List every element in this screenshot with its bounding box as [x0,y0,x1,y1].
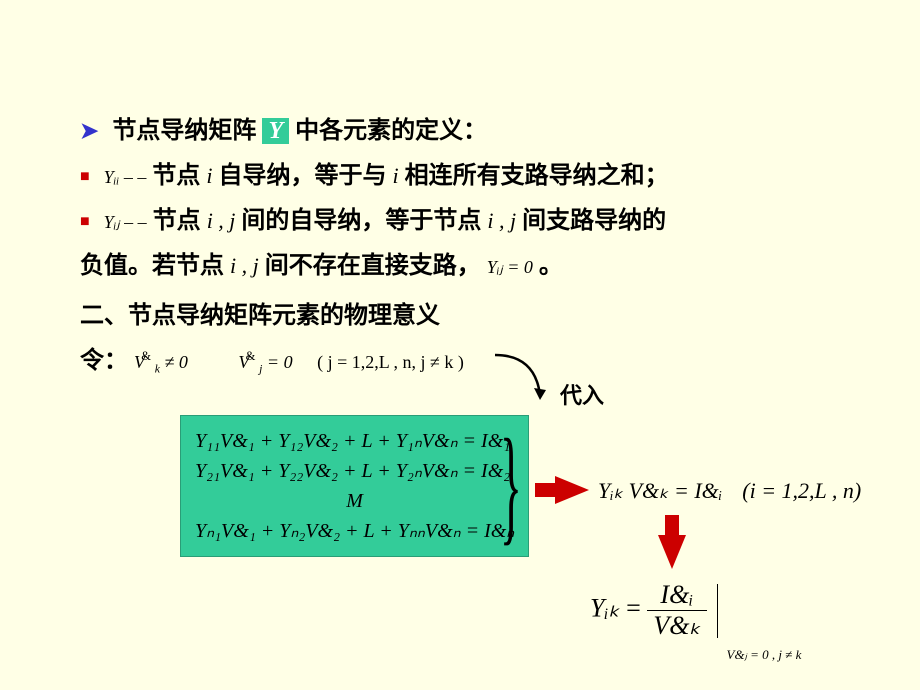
line-4: 负值。若节点 i , j 间不存在直接支路， Yᵢⱼ = 0 。 [80,245,563,280]
Y-highlight-box: Y [262,118,289,144]
insert-text: 代入 [560,383,604,408]
line-2: ■ Yᵢᵢ – – 节点 i 自导纳，等于与 i 相连所有支路导纳之和； [80,155,669,190]
frac-num: I&ᵢ [647,580,706,611]
line2-expr: Yᵢᵢ – – [104,167,147,187]
let-label: 令： [80,348,128,374]
let-e1: V&k ≠ 0 [134,352,192,372]
result-2: Yᵢₖ = I&ᵢ V&ₖ V&ⱼ = 0 , j ≠ k [590,580,799,641]
brace-icon: } [500,410,522,560]
result2-cond: V&ⱼ = 0 , j ≠ k [727,647,802,662]
heading-2: 二、节点导纳矩阵元素的物理意义 [80,295,440,330]
line2-i1: i [206,163,212,188]
result2-fraction: I&ᵢ V&ₖ [647,580,706,641]
down-arrow-stem [665,515,679,537]
line3-ij1: i , j [207,208,236,233]
line3-t2: 间的自导纳，等于节点 [241,208,487,234]
result-1: Yᵢₖ V&ₖ = I&ᵢ (i = 1,2,L , n) [598,478,861,505]
line-3: ■ Yᵢⱼ – – 节点 i , j 间的自导纳，等于节点 i , j 间支路导… [80,200,666,235]
eq-row-4: Yₙ₁V&₁ + Yₙ₂V&₂ + L + YₙₙV&ₙ = I&ₙ [195,516,514,546]
equation-system-box: Y₁₁V&₁ + Y₁₂V&₂ + L + Y₁ₙV&ₙ = I&₁ Y₂₁V&… [180,415,529,557]
slide: ➤ 节点导纳矩阵 Y 中各元素的定义： ■ Yᵢᵢ – – 节点 i 自导纳，等… [0,0,920,690]
right-arrow-icon [555,476,589,504]
result1-range: (i = 1,2,L , n) [742,478,861,503]
line3-t1: 节点 [153,208,207,234]
result1-lhs: Yᵢₖ V&ₖ = I&ᵢ [598,478,722,503]
line2-i2: i [393,163,399,188]
curve-arrow-icon [490,350,570,410]
line2-t2: 自导纳，等于与 [219,163,393,189]
eval-bar-icon [717,584,718,638]
let-e2: V&j = 0 [238,352,297,372]
eq-row-2: Y₂₁V&₁ + Y₂₂V&₂ + L + Y₂ₙV&ₙ = I&₂ [195,456,514,486]
heading2-text: 二、节点导纳矩阵元素的物理意义 [80,303,440,329]
right-arrow-stem [535,483,557,497]
line1-pre: 节点导纳矩阵 [112,118,256,144]
result2-Y: Yᵢₖ [590,593,620,622]
line3-t3: 间支路导纳的 [522,208,666,234]
line4-ij: i , j [230,253,259,278]
eq-row-3: M [195,486,514,516]
line-let: 令： V&k ≠ 0 V&j = 0 ( j = 1,2,L , n, j ≠ … [80,340,464,376]
line4-t3: 。 [539,253,563,279]
insert-label: 代入 [560,378,604,410]
down-arrow-icon [658,535,686,569]
frac-den: V&ₖ [647,611,706,641]
line2-t1: 节点 [152,163,206,189]
result2-eq: = [626,593,647,622]
line3-ij2: i , j [487,208,516,233]
eq-row-1: Y₁₁V&₁ + Y₁₂V&₂ + L + Y₁ₙV&ₙ = I&₁ [195,426,514,456]
line1-post: 中各元素的定义： [295,118,487,144]
square-bullet-icon: ■ [80,168,90,185]
line3-expr: Yᵢⱼ – – [104,212,147,232]
line4-expr: Yᵢⱼ = 0 [487,257,533,277]
square-bullet-icon-2: ■ [80,213,90,230]
line2-t3: 相连所有支路导纳之和； [405,163,669,189]
line4-t1: 负值。若节点 [80,253,230,279]
arrow-bullet-icon: ➤ [80,118,98,143]
line-1: ➤ 节点导纳矩阵 Y 中各元素的定义： [80,110,487,145]
let-paren: ( j = 1,2,L , n, j ≠ k ) [317,352,464,372]
line4-t2: 间不存在直接支路， [265,253,481,279]
